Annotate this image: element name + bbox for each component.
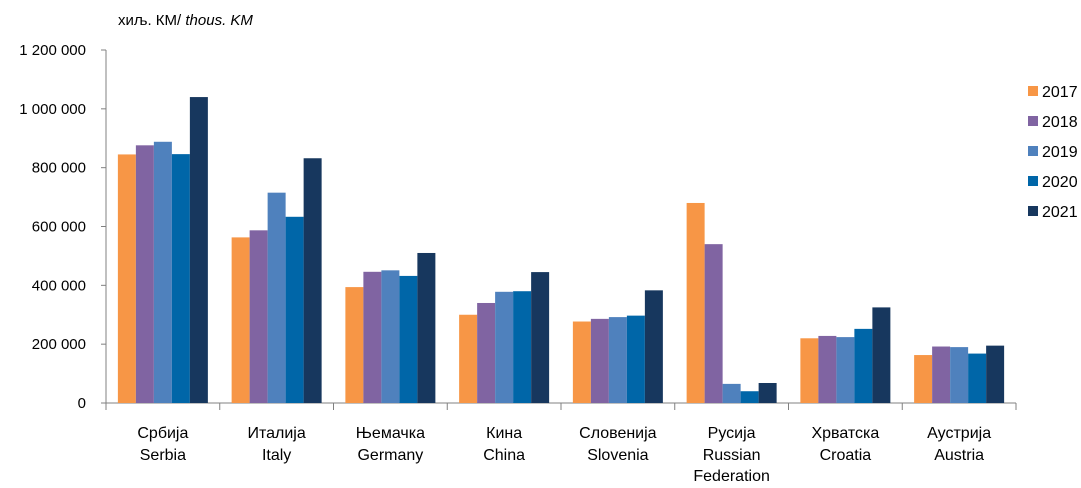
legend-swatch <box>1028 176 1038 186</box>
bar <box>285 216 304 403</box>
bar <box>986 345 1005 403</box>
bar <box>303 158 322 403</box>
y-axis-tick-label: 600 000 <box>32 219 86 236</box>
bar <box>626 315 645 403</box>
legend-swatch <box>1028 116 1038 126</box>
bar <box>153 141 172 403</box>
y-axis-tick-label: 1 000 000 <box>19 101 86 118</box>
category-label-english: China <box>483 447 525 464</box>
y-axis-tick-label: 200 000 <box>32 336 86 353</box>
bar <box>950 347 969 403</box>
chart-legend: 2017 2018 2019 2020 2021 <box>1028 84 1078 221</box>
bar <box>758 382 777 403</box>
category-label-english: Croatia <box>820 447 872 464</box>
category-label-local: Словенија <box>579 425 657 442</box>
bar <box>189 97 208 404</box>
bar <box>572 321 591 403</box>
bar <box>818 335 837 403</box>
bar <box>231 237 250 403</box>
y-axis-tick-label: 1 200 000 <box>19 42 86 59</box>
x-axis-category-labels: Србија Serbia Италија Italy Њемачка Germany Ки… <box>137 425 991 485</box>
legend-label: 2020 <box>1042 174 1078 191</box>
bar <box>345 287 364 403</box>
legend-label: 2021 <box>1042 204 1078 221</box>
bar <box>363 271 382 403</box>
legend-label: 2019 <box>1042 144 1078 161</box>
legend-swatch <box>1028 206 1038 216</box>
category-label-local: Кина <box>486 425 522 442</box>
bar <box>531 272 550 403</box>
bar <box>399 275 418 403</box>
bar <box>135 145 154 403</box>
unit-label-local: хиљ. КМ/ <box>118 12 182 29</box>
bar <box>459 314 478 403</box>
bar <box>872 307 891 403</box>
y-axis-unit-label: хиљ. КМ/ thous. KM <box>118 12 253 29</box>
bar <box>249 230 268 403</box>
category-label-local: Италија <box>247 425 305 442</box>
bar <box>644 290 663 403</box>
bar <box>914 355 933 403</box>
bar <box>704 244 723 403</box>
bar <box>590 318 609 403</box>
category-label-local: Србија <box>137 425 188 442</box>
category-label-english: Germany <box>357 447 423 464</box>
bar <box>854 328 873 403</box>
legend-label: 2017 <box>1042 84 1078 101</box>
legend-swatch <box>1028 86 1038 96</box>
bar <box>171 154 190 403</box>
bar <box>417 252 436 403</box>
category-label-english: Serbia <box>140 447 186 464</box>
category-label-english: Federation <box>693 468 770 485</box>
bar <box>117 154 136 403</box>
category-label-english: Russian <box>703 447 761 464</box>
bar <box>495 291 514 403</box>
unit-label-english: thous. KM <box>181 12 253 29</box>
y-axis-tick-label: 0 <box>78 395 86 412</box>
bar <box>267 192 286 403</box>
category-label-local: Аустрија <box>927 425 991 442</box>
bar <box>968 353 987 403</box>
category-label-local: Њемачка <box>356 425 425 442</box>
category-label-local: Русија <box>708 425 756 442</box>
y-axis-tick-label: 800 000 <box>32 160 86 177</box>
chart-bars <box>117 97 1005 404</box>
bar <box>513 291 532 403</box>
category-label-local: Хрватска <box>811 425 879 442</box>
bar <box>686 202 705 403</box>
y-axis-tick-labels: 0 200 000 400 000 600 000 800 000 1 000 000 1 … <box>19 42 86 412</box>
bar <box>836 337 855 403</box>
bar <box>932 346 951 403</box>
legend-label: 2018 <box>1042 114 1078 131</box>
bar <box>608 317 627 403</box>
category-label-english: Austria <box>934 447 984 464</box>
bar <box>722 383 741 403</box>
bar <box>740 391 759 403</box>
bar <box>800 338 819 403</box>
bar <box>477 302 496 403</box>
y-axis-tick-label: 400 000 <box>32 277 86 294</box>
category-label-english: Slovenia <box>587 447 648 464</box>
legend-swatch <box>1028 146 1038 156</box>
category-label-english: Italy <box>262 447 291 464</box>
bar <box>381 270 400 403</box>
